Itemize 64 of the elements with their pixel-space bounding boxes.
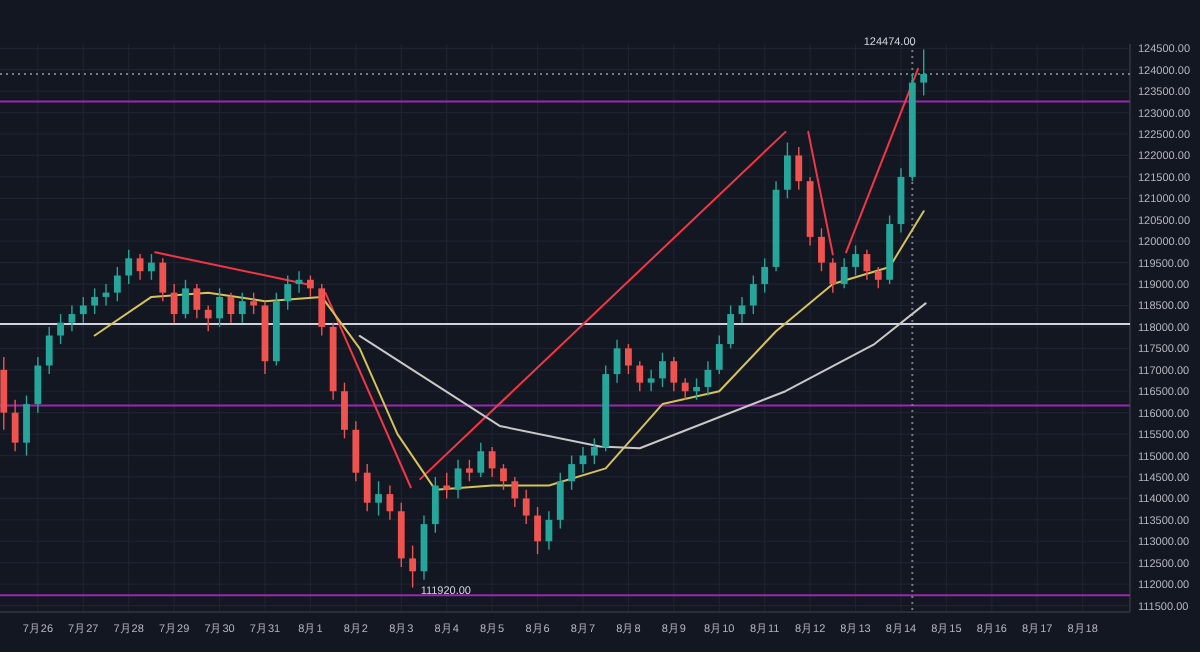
candlestick	[749, 274, 757, 315]
candlestick	[0, 356, 8, 431]
candlestick	[11, 399, 19, 452]
candlestick	[670, 356, 678, 392]
candlestick	[431, 476, 439, 534]
candlestick	[784, 141, 791, 200]
candlestick	[409, 544, 417, 589]
candlestick	[568, 454, 576, 491]
candlestick	[216, 287, 223, 328]
candlestick	[556, 471, 564, 530]
candlestick	[829, 257, 837, 294]
candlestick	[45, 326, 53, 375]
candlestick	[477, 441, 485, 478]
candlestick	[57, 313, 64, 345]
candlestick	[500, 463, 507, 491]
candlestick	[204, 304, 212, 332]
candlestick	[488, 446, 496, 478]
candlestick	[818, 227, 825, 272]
candlestick	[636, 360, 644, 392]
candlestick	[738, 296, 746, 324]
candlestick	[238, 291, 246, 324]
candlestick	[250, 291, 258, 315]
candlestick	[125, 249, 133, 285]
candlestick	[397, 501, 405, 568]
candlestick	[659, 351, 666, 388]
candlestick	[590, 437, 598, 465]
candlestick	[920, 48, 928, 97]
candlestick	[761, 257, 769, 294]
candlestick	[511, 476, 519, 508]
candlestick	[318, 283, 326, 337]
candlestick	[727, 304, 735, 350]
candlestick	[113, 266, 121, 302]
candlestick	[681, 377, 689, 401]
candlestick	[182, 279, 189, 320]
candlestick	[284, 274, 292, 311]
candlestick	[715, 334, 723, 375]
candlestick	[704, 360, 712, 397]
candlestick	[34, 356, 42, 414]
candlestick	[307, 274, 314, 298]
candlestick	[863, 249, 871, 281]
candlestick	[193, 283, 201, 320]
candlestick	[840, 257, 848, 290]
candlestick	[148, 253, 155, 281]
candlestick	[91, 287, 99, 315]
candlestick	[79, 296, 87, 324]
candlestick	[874, 266, 882, 290]
candlestick	[363, 463, 371, 512]
candlestick	[68, 304, 76, 332]
candlestick	[159, 257, 167, 302]
candlestick	[852, 244, 859, 277]
candlestick	[534, 506, 541, 555]
candlestick	[23, 394, 30, 457]
candlestick	[454, 459, 462, 500]
candlestick	[522, 489, 530, 525]
candlestick	[795, 146, 803, 191]
candlestick	[443, 471, 451, 500]
candlestick	[341, 381, 348, 440]
candlestick	[375, 480, 382, 517]
candlestick	[693, 377, 700, 401]
candlestick	[466, 459, 473, 482]
candlestick	[647, 369, 655, 392]
candlestick	[352, 420, 360, 482]
candlestick	[625, 343, 632, 375]
candlestick	[170, 283, 178, 324]
